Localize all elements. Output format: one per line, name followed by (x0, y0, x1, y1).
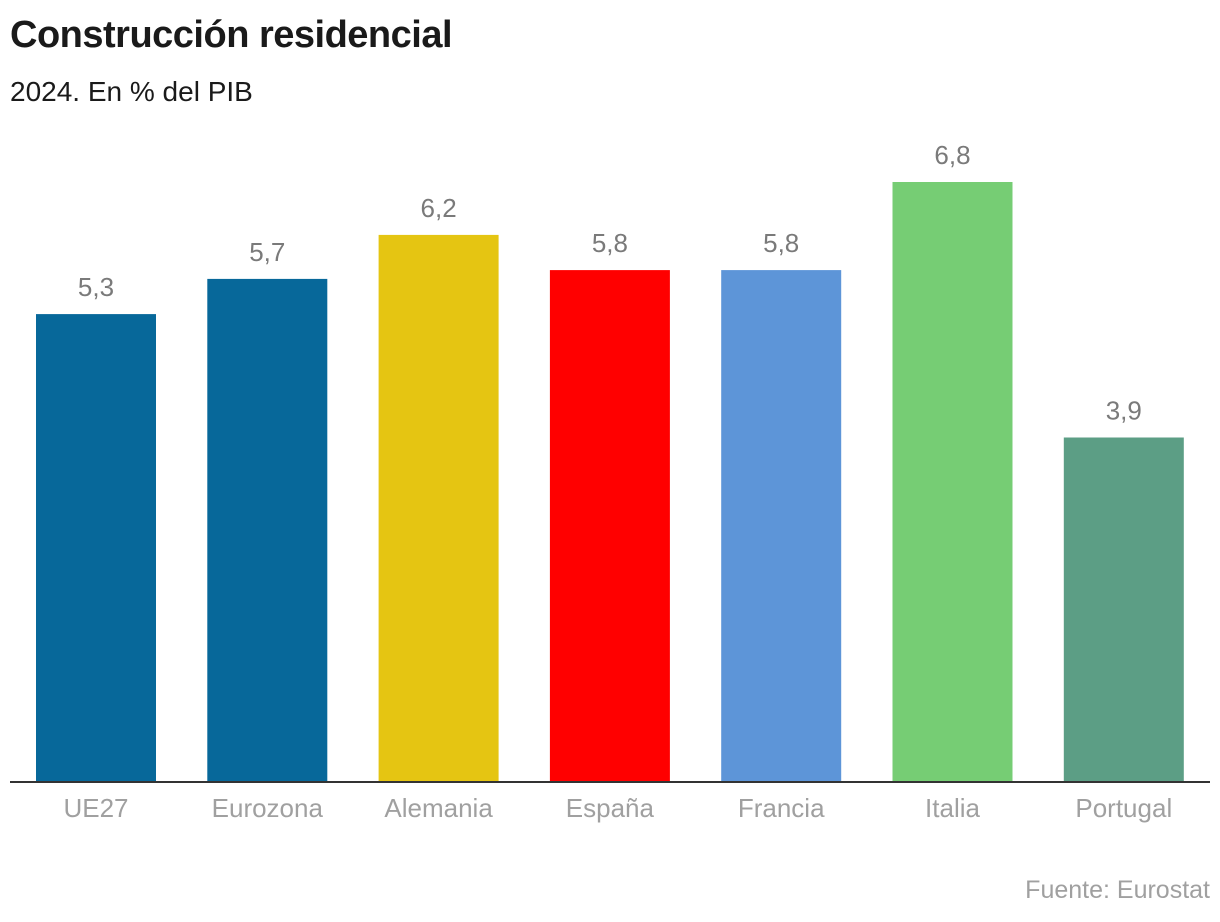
bar-españa (549, 270, 670, 781)
bar-francia (721, 270, 842, 781)
category-label-italia: Italia (925, 793, 980, 823)
category-label-eurozona: Eurozona (212, 793, 324, 823)
chart-title: Construcción residencial (10, 14, 453, 56)
bar-alemania (378, 234, 499, 781)
source-note: Fuente: Eurostat (1025, 876, 1210, 904)
category-label-españa: España (566, 793, 655, 823)
bar-eurozona (207, 278, 328, 781)
value-label-españa: 5,8 (592, 228, 628, 258)
bar-italia (892, 182, 1013, 781)
category-label-alemania: Alemania (384, 793, 493, 823)
value-label-portugal: 3,9 (1106, 396, 1142, 426)
bar-portugal (1063, 437, 1184, 781)
category-label-ue27: UE27 (63, 793, 128, 823)
category-label-francia: Francia (738, 793, 825, 823)
category-label-portugal: Portugal (1075, 793, 1172, 823)
value-label-francia: 5,8 (763, 228, 799, 258)
chart-subtitle: 2024. En % del PIB (10, 76, 253, 107)
value-label-eurozona: 5,7 (249, 237, 285, 267)
value-label-italia: 6,8 (934, 140, 970, 170)
value-label-alemania: 6,2 (421, 193, 457, 223)
value-label-ue27: 5,3 (78, 272, 114, 302)
bar-ue27 (36, 314, 156, 781)
